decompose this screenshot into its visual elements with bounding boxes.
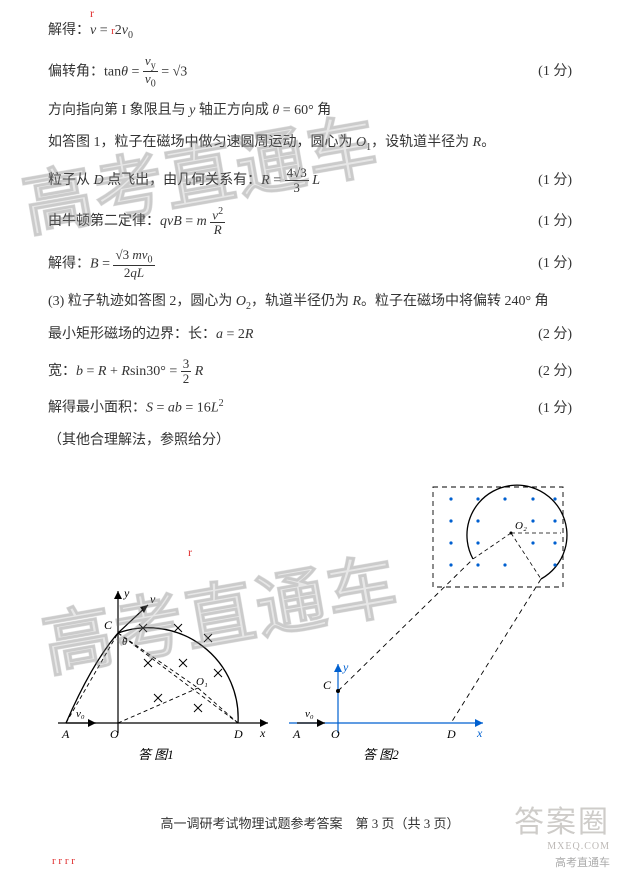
logo-gkc: 高考直通车 — [514, 854, 610, 870]
line-content: 解得：B = √3 mv02qL — [48, 248, 530, 281]
svg-text:x: x — [259, 726, 266, 740]
svg-text:O₁: O₁ — [196, 676, 208, 688]
solution-text-block: 解得：v = r2v0偏转角：tanθ = vyv0 = √3(1 分)方向指向… — [48, 20, 572, 453]
line-content: 方向指向第 I 象限且与 y 轴正方向成 θ = 60° 角 — [48, 100, 572, 122]
solution-line: (3) 粒子轨迹如答图 2，圆心为 O2，轨道半径仍为 R。粒子在磁场中将偏转 … — [48, 291, 572, 315]
svg-text:C: C — [323, 678, 332, 692]
solution-line: 由牛顿第二定律：qvB = m v2R(1 分) — [48, 206, 572, 238]
solution-line: 解得最小面积：S = ab = 16L2(1 分) — [48, 396, 572, 420]
svg-text:v₀: v₀ — [305, 708, 314, 720]
line-content: （其他合理解法，参照给分） — [48, 430, 572, 452]
svg-text:v: v — [150, 592, 156, 606]
svg-text:A: A — [61, 727, 70, 741]
solution-line: 解得：v = r2v0 — [48, 20, 572, 44]
logo-mxe: MXEQ.COM — [514, 841, 610, 852]
line-score: (2 分) — [530, 324, 572, 346]
svg-text:y: y — [342, 660, 349, 674]
line-score: (1 分) — [530, 61, 572, 83]
line-score: (2 分) — [530, 361, 572, 383]
logo-daan: 答案圈 — [514, 797, 610, 841]
line-score: (1 分) — [530, 211, 572, 233]
line-content: 解得：v = r2v0 — [48, 20, 572, 44]
svg-text:y: y — [123, 586, 130, 600]
figure-1-svg: A O C D x y v v₀ θ O₁ 答 图1 — [48, 573, 278, 763]
bottom-right-logo: 答案圈 MXEQ.COM 高考直通车 — [514, 797, 610, 870]
solution-line: （其他合理解法，参照给分） — [48, 430, 572, 452]
solution-line: 如答图 1，粒子在磁场中做匀速圆周运动，圆心为 O1，设轨道半径为 R。 — [48, 132, 572, 156]
line-content: 最小矩形磁场的边界：长：a = 2R — [48, 324, 530, 346]
solution-line: 最小矩形磁场的边界：长：a = 2R(2 分) — [48, 324, 572, 346]
line-score: (1 分) — [530, 170, 572, 192]
solution-line: 宽：b = R + Rsin30° = 32 R(2 分) — [48, 357, 572, 387]
svg-text:v₀: v₀ — [76, 708, 85, 720]
svg-text:θ: θ — [122, 636, 128, 648]
svg-text:O₂: O₂ — [515, 520, 527, 532]
line-content: 偏转角：tanθ = vyv0 = √3 — [48, 54, 530, 90]
line-content: 如答图 1，粒子在磁场中做匀速圆周运动，圆心为 O1，设轨道半径为 R。 — [48, 132, 572, 156]
bottom-left-accent-marks: r r r r — [52, 855, 75, 868]
diagram-area: A O C D x y v v₀ θ O₁ 答 图1 — [48, 483, 572, 763]
svg-text:C: C — [104, 618, 113, 632]
solution-line: 解得：B = √3 mv02qL(1 分) — [48, 248, 572, 281]
svg-text:答 图1: 答 图1 — [138, 747, 174, 762]
svg-text:A: A — [292, 727, 301, 741]
svg-text:O: O — [331, 727, 340, 741]
line-content: 由牛顿第二定律：qvB = m v2R — [48, 206, 530, 238]
svg-text:答 图2: 答 图2 — [363, 747, 399, 762]
line-content: 宽：b = R + Rsin30° = 32 R — [48, 357, 530, 387]
svg-text:D: D — [446, 727, 456, 741]
line-content: (3) 粒子轨迹如答图 2，圆心为 O2，轨道半径仍为 R。粒子在磁场中将偏转 … — [48, 291, 572, 315]
solution-line: 偏转角：tanθ = vyv0 = √3(1 分) — [48, 54, 572, 90]
solution-line: 粒子从 D 点飞出，由几何关系有：R = 4√33 L(1 分) — [48, 166, 572, 196]
solution-line: 方向指向第 I 象限且与 y 轴正方向成 θ = 60° 角 — [48, 100, 572, 122]
svg-text:O: O — [110, 727, 119, 741]
line-score: (1 分) — [530, 253, 572, 275]
figure-2-svg: A O C D x y v₀ O₂ 答 图2 — [283, 479, 583, 769]
diagram-accent-mark: r — [188, 545, 192, 560]
line-content: 粒子从 D 点飞出，由几何关系有：R = 4√33 L — [48, 166, 530, 196]
top-accent-mark: r — [90, 6, 94, 21]
line-score: (1 分) — [530, 398, 572, 420]
svg-text:D: D — [233, 727, 243, 741]
svg-text:x: x — [476, 726, 483, 740]
line-content: 解得最小面积：S = ab = 16L2 — [48, 396, 530, 420]
